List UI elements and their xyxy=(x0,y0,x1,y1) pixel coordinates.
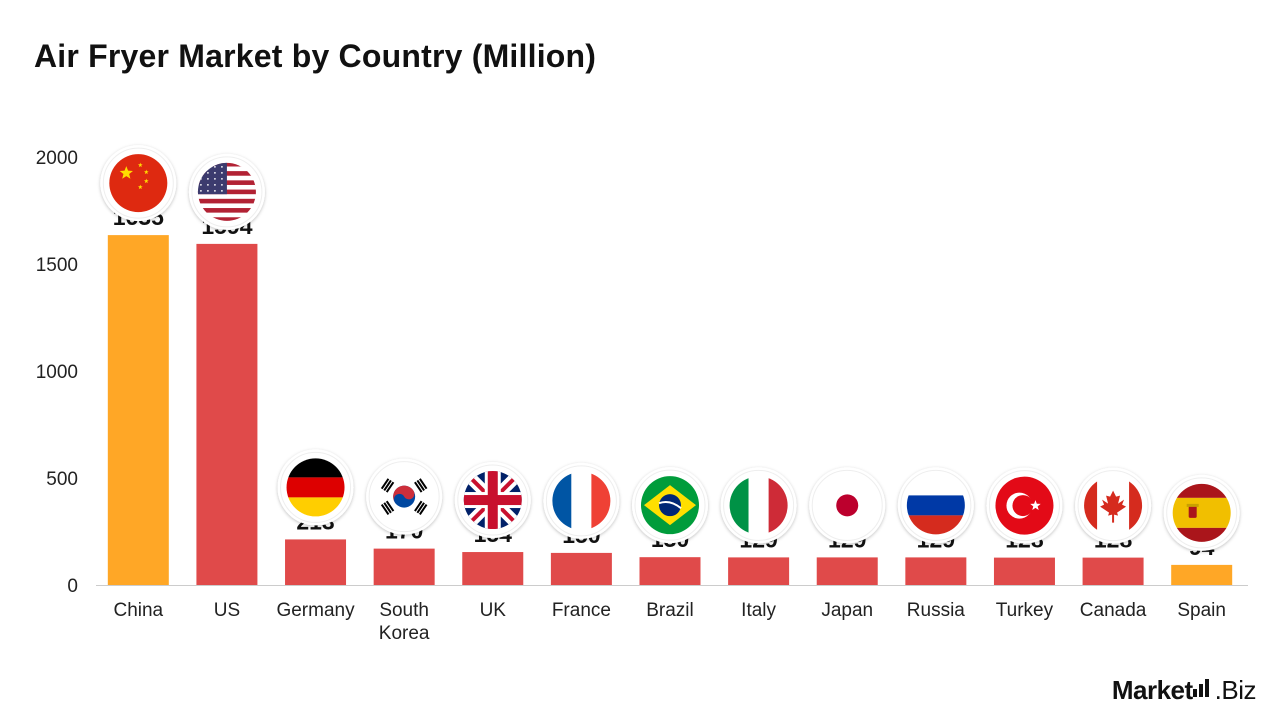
spain-flag-icon xyxy=(1163,474,1240,551)
y-tick-label: 0 xyxy=(67,576,78,597)
x-tick-label: France xyxy=(552,600,611,621)
x-tick-label: South Korea xyxy=(379,600,430,644)
canada-flag-icon xyxy=(1075,467,1152,544)
brand-logo: Market .Biz xyxy=(1111,675,1257,706)
x-tick-label: Japan xyxy=(821,600,873,621)
brand-name-rest: .Biz xyxy=(1214,675,1257,705)
bar-canada xyxy=(1082,557,1144,585)
bar-japan xyxy=(816,557,878,585)
y-tick-label: 2000 xyxy=(36,148,78,169)
brand-name-bold: Market xyxy=(1111,675,1193,705)
turkey-flag-icon xyxy=(986,467,1063,544)
y-tick-label: 500 xyxy=(46,469,78,490)
germany-flag-icon xyxy=(277,449,354,526)
bar-russia xyxy=(905,557,967,585)
x-tick-label: US xyxy=(214,600,240,621)
us-flag-icon xyxy=(188,153,265,230)
bar-brazil xyxy=(639,557,701,585)
bar-turkey xyxy=(993,557,1055,585)
china-flag-icon xyxy=(100,145,177,222)
bar-us xyxy=(196,243,258,585)
bar-south-korea xyxy=(373,548,435,585)
brand-bars-icon xyxy=(1191,675,1215,697)
y-axis: 0 500 1000 1500 2000 xyxy=(36,148,78,597)
x-tick-label: China xyxy=(113,600,163,621)
uk-flag-icon xyxy=(454,462,531,539)
x-axis: China US Germany South Korea UK France Brazil It… xyxy=(113,600,1226,644)
x-tick-label: Germany xyxy=(276,600,355,621)
chart-title: Air Fryer Market by Country (Million) xyxy=(34,38,597,74)
bar-china xyxy=(107,235,169,586)
x-tick-label: UK xyxy=(480,600,507,621)
bar-italy xyxy=(728,557,790,585)
italy-flag-icon xyxy=(720,467,797,544)
y-tick-label: 1500 xyxy=(36,255,78,276)
south-korea-flag-icon xyxy=(366,458,443,535)
x-tick-label: Turkey xyxy=(996,600,1054,621)
x-tick-label: Russia xyxy=(907,600,966,621)
bar-uk xyxy=(462,552,524,585)
france-flag-icon xyxy=(543,462,620,539)
bar-germany xyxy=(285,539,347,585)
bar-series xyxy=(107,235,1233,586)
flag-markers xyxy=(100,145,1240,551)
bar-france xyxy=(550,552,612,585)
x-tick-label: Italy xyxy=(741,600,776,621)
y-tick-label: 1000 xyxy=(36,362,78,383)
russia-flag-icon xyxy=(897,467,974,544)
x-tick-label: Brazil xyxy=(646,600,694,621)
brazil-flag-icon xyxy=(632,467,708,544)
x-tick-label: Spain xyxy=(1177,600,1226,621)
bar-spain xyxy=(1171,564,1233,585)
japan-flag-icon xyxy=(809,467,886,544)
x-tick-label: Canada xyxy=(1080,600,1147,621)
